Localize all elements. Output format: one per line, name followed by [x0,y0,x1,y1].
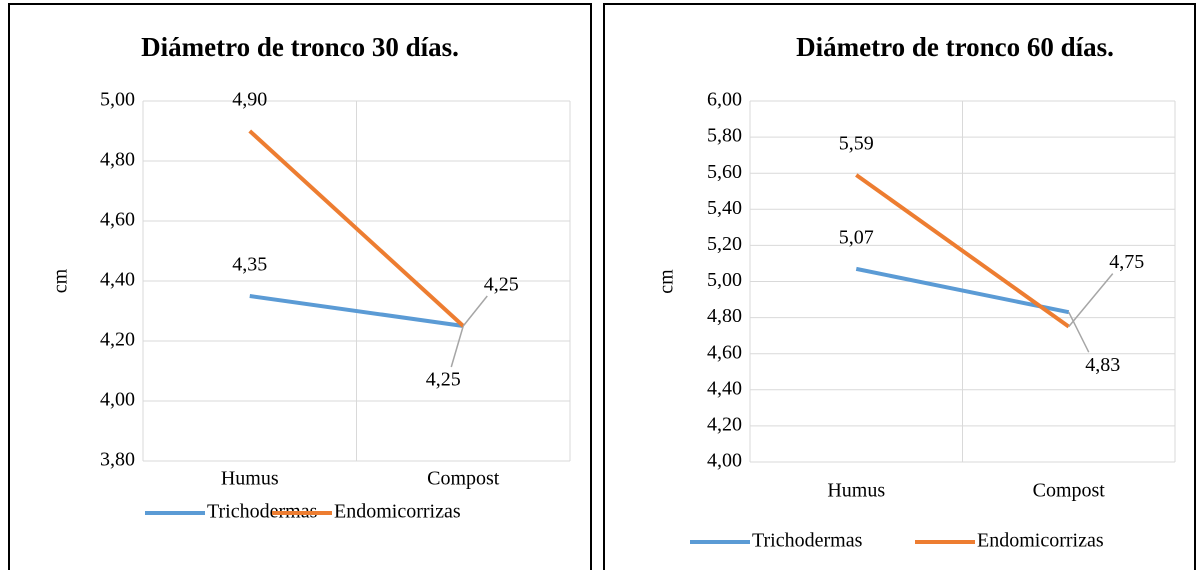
line-series [249,294,464,328]
leader-line [450,325,464,368]
y-tick-label: 4,20 [707,413,742,435]
y-tick-label: 4,20 [100,329,135,351]
y-tick-label: 3,80 [100,449,135,471]
y-tick-label: 4,80 [100,149,135,171]
chart-title: Diámetro de tronco 60 días. [796,32,1114,62]
y-tick-label: 4,00 [100,389,135,411]
chart-title: Diámetro de tronco 30 días. [141,32,459,62]
y-tick-label: 4,60 [707,341,742,363]
y-tick-label: 4,60 [100,209,135,231]
line-series [855,266,1070,315]
y-tick-label: 4,00 [707,450,742,472]
y-tick-label: 6,00 [707,89,742,111]
data-label: 4,35 [232,254,267,276]
y-axis-label: cm [656,269,678,294]
y-tick-label: 5,00 [100,89,135,111]
data-label: 4,25 [426,369,461,391]
line-series [855,173,1070,329]
legend-label: Trichodermas [752,530,863,552]
y-tick-label: 5,80 [707,125,742,147]
data-label: 5,07 [839,226,874,248]
x-tick-label: Humus [827,480,885,502]
legend-label: Trichodermas [207,501,318,523]
data-label: 4,83 [1085,354,1120,376]
legend-label: Endomicorrizas [334,501,461,523]
y-axis-label: cm [50,268,72,293]
leader-line [1068,311,1090,353]
line-series [248,129,465,328]
y-tick-label: 5,60 [707,161,742,183]
data-label: 5,59 [839,133,874,155]
x-tick-label: Humus [221,468,279,490]
data-label: 4,90 [232,89,267,111]
leader-line [1068,273,1114,328]
data-label: 4,75 [1109,251,1144,273]
y-tick-label: 4,40 [707,377,742,399]
leader-line [462,295,488,327]
y-tick-label: 4,80 [707,305,742,327]
y-tick-label: 4,40 [100,269,135,291]
data-label: 4,25 [484,274,519,296]
legend-label: Endomicorrizas [977,530,1104,552]
y-tick-label: 5,20 [707,233,742,255]
y-tick-label: 5,00 [707,269,742,291]
x-tick-label: Compost [1033,480,1106,502]
chart-border [603,3,1196,570]
y-tick-label: 5,40 [707,197,742,219]
chart-border [8,3,592,570]
x-tick-label: Compost [427,468,500,490]
